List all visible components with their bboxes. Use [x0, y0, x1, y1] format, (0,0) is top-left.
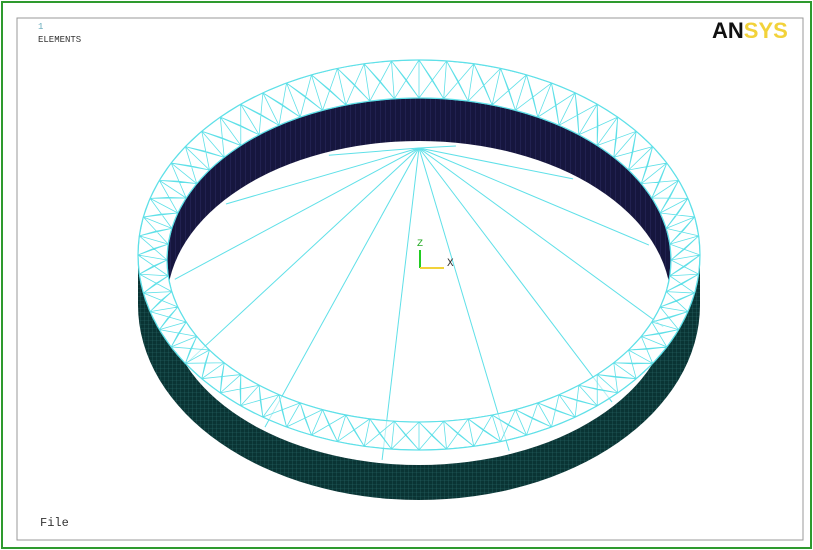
spoke [225, 147, 420, 205]
z-label: Z [417, 239, 423, 250]
spoke [418, 147, 574, 180]
spoke [418, 145, 456, 149]
spoke [174, 147, 420, 280]
spoke [418, 147, 613, 403]
logo-light: SYS [744, 18, 788, 43]
spoke [328, 147, 420, 156]
spoke [381, 147, 420, 461]
x-label: X [447, 258, 454, 270]
window-number: 1 [38, 22, 43, 32]
outer-wall [138, 255, 700, 500]
ring-model [137, 59, 701, 500]
mode-label: ELEMENTS [38, 35, 81, 45]
file-menu[interactable]: File [40, 516, 69, 530]
logo-dark: AN [712, 18, 744, 43]
rim-outer-edge [137, 59, 701, 451]
axis-triad: Z X [417, 239, 454, 270]
floor [167, 141, 671, 465]
ansys-logo: ANSYS [712, 18, 788, 43]
spoke [264, 147, 420, 428]
rim-inner-edge [166, 97, 672, 423]
spoke [418, 147, 650, 246]
spoke [188, 147, 420, 362]
spoke [418, 147, 510, 451]
spoke [418, 147, 664, 328]
